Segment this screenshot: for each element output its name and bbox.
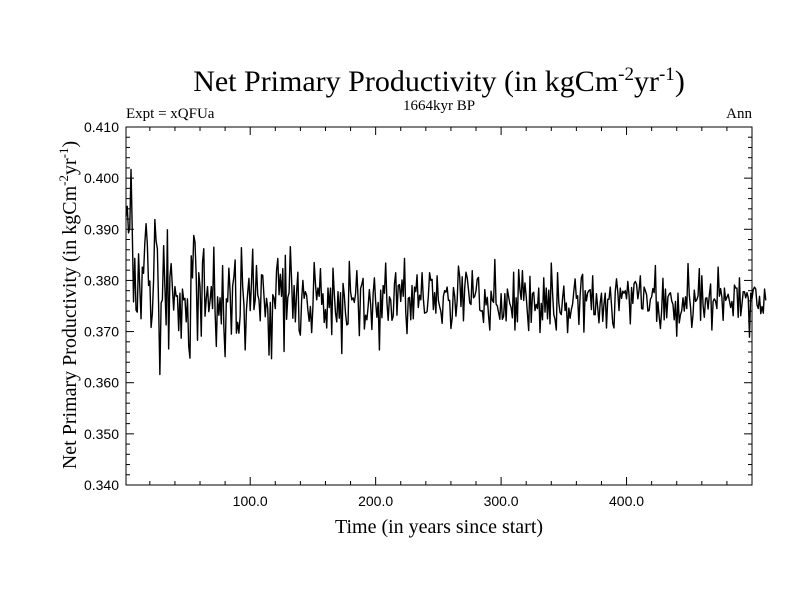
season-label: Ann xyxy=(726,106,752,122)
title-sup-2: -1 xyxy=(659,64,675,85)
axis-ticks xyxy=(126,126,752,486)
ylabel-end: ) xyxy=(59,141,81,148)
y-tick-label: 0.400 xyxy=(84,170,119,186)
title-main: Net Primary Productivity (in kgCm xyxy=(193,65,618,98)
y-tick-label: 0.370 xyxy=(84,324,119,340)
experiment-label: Expt = xQFUa xyxy=(126,106,215,122)
x-axis-label: Time (in years since start) xyxy=(335,516,543,538)
y-tick-label: 0.380 xyxy=(84,272,119,288)
title-mid: yr xyxy=(634,65,659,98)
title-end: ) xyxy=(675,65,685,98)
ylabel-main: Net Primary Productivity (in kgCm xyxy=(59,185,81,469)
y-axis-label: Net Primary Productivity (in kgCm-2yr-1) xyxy=(56,141,81,469)
y-tick-label: 0.360 xyxy=(84,375,119,391)
plot-frame xyxy=(125,126,753,486)
series-layer xyxy=(125,168,767,376)
ylabel-sup-2: -1 xyxy=(56,148,71,159)
y-tick-label: 0.340 xyxy=(84,477,119,493)
ylabel-mid: yr xyxy=(59,158,81,175)
x-tick-label: 400.0 xyxy=(609,493,644,509)
x-tick-label: 300.0 xyxy=(484,493,519,509)
x-tick-label: 100.0 xyxy=(233,493,268,509)
title-sup-1: -2 xyxy=(618,64,634,85)
series-line xyxy=(125,168,767,376)
y-tick-label: 0.390 xyxy=(84,221,119,237)
x-tick-label: 200.0 xyxy=(358,493,393,509)
tick-labels: 0.340 0.350 0.360 0.370 0.380 0.390 0.400 0.410… xyxy=(84,119,644,509)
y-tick-label: 0.350 xyxy=(84,426,119,442)
chart-subtitle: 1664kyr BP xyxy=(403,98,475,114)
ylabel-sup-1: -2 xyxy=(56,175,71,186)
y-tick-label: 0.410 xyxy=(84,119,119,135)
chart-title: Net Primary Productivity (in kgCm-2yr-1) xyxy=(193,64,685,98)
